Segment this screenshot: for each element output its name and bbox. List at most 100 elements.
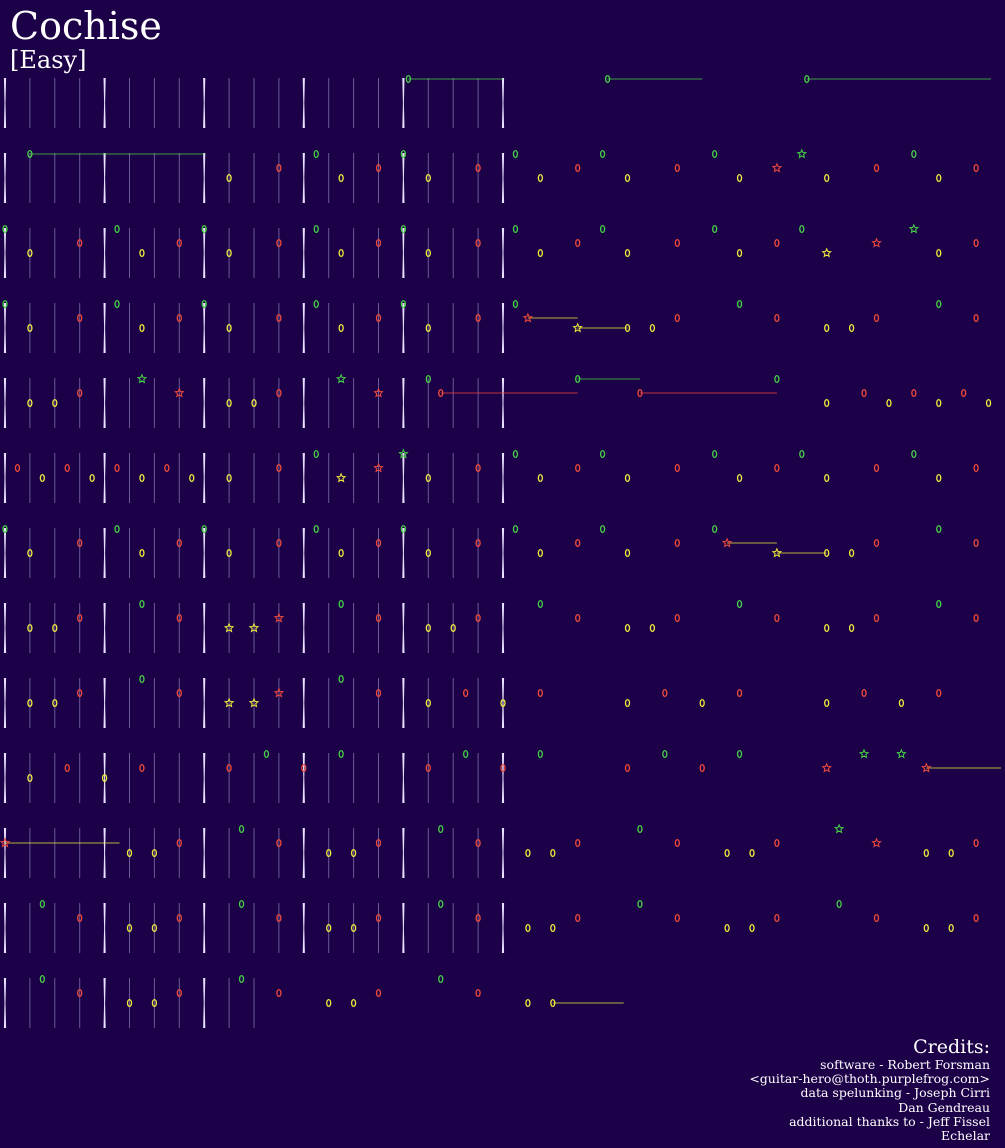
note-green [313,149,319,159]
star-note [858,748,870,759]
measure-line [302,303,305,353]
note-yellow [537,173,543,183]
note-green [405,74,412,84]
note-red [475,613,481,623]
note-red [475,838,481,848]
credit-line: <guitar-hero@thoth.purplefrog.com> [749,1071,990,1087]
measure-line [203,678,206,728]
note-yellow [985,398,992,408]
note-red [77,313,83,323]
note-green [201,524,207,534]
note-red [375,538,382,548]
note-green [313,299,319,309]
star-note [771,162,783,173]
note-green [400,149,407,159]
star-note [771,547,783,558]
measure-line [203,753,206,803]
measure-line [501,303,505,353]
star-note [896,748,907,759]
note-red [276,913,282,923]
note-green [512,299,519,309]
measure-line [3,753,7,803]
note-yellow [101,773,108,783]
note-green [537,599,543,609]
measure-line [302,78,305,128]
measure-line [501,678,505,728]
note-red [176,988,182,998]
note-yellow [525,923,531,933]
measure-line [402,678,405,728]
note-green [604,74,611,84]
note-yellow [537,548,543,558]
note-yellow [425,248,431,258]
note-red [662,688,668,698]
note-red [375,838,382,848]
note-red [462,688,469,698]
note-green [599,224,606,234]
measure-line [501,603,505,653]
note-yellow [649,323,656,333]
measure-line [203,78,206,128]
note-green [537,749,543,759]
measure-line [203,978,206,1028]
note-green [936,299,942,309]
note-green [462,749,469,759]
note-yellow [550,923,556,933]
note-red [176,913,182,923]
measure-line [302,228,305,278]
note-green [599,149,606,159]
note-red [674,163,680,173]
measure-line [402,228,405,278]
note-red [276,313,282,323]
star-note [273,687,285,698]
star-note [373,387,384,398]
note-red [375,313,382,323]
note-yellow [848,548,855,558]
note-yellow [624,248,631,258]
credit-line: software - Robert Forsman [820,1057,990,1072]
note-red [77,238,83,248]
note-yellow [27,323,33,333]
note-green [263,749,270,759]
note-red [575,238,581,248]
note-red [176,838,182,848]
measure-line [501,453,505,503]
star-note [796,148,808,159]
note-red [375,988,382,998]
note-green [114,224,120,234]
measure-line [302,903,305,953]
note-green [712,224,718,234]
note-yellow [338,323,344,333]
measure-line [402,603,405,653]
measure-line [302,603,305,653]
note-red [873,538,880,548]
note-yellow [749,923,755,933]
note-green [425,374,431,384]
note-yellow [151,998,158,1008]
note-yellow [749,848,755,858]
note-yellow [126,998,133,1008]
measure-line [501,153,505,203]
note-green [238,899,245,909]
measure-line [203,603,206,653]
note-red [575,463,581,473]
measure-line [103,378,106,428]
measure-line [501,78,505,128]
note-yellow [326,998,332,1008]
note-yellow [624,548,631,558]
note-red [64,463,70,473]
note-red [226,763,232,773]
credit-line: data spelunking - Joseph Cirri [800,1085,991,1101]
measure-line [402,153,405,203]
credit-line: additional thanks to - Jeff Fissel [789,1113,990,1129]
note-green [438,899,444,909]
note-green [936,524,942,534]
star-note [871,237,882,248]
note-green [238,974,245,984]
note-red [475,313,481,323]
note-red [176,313,182,323]
measure-line [103,978,106,1028]
note-yellow [338,248,344,258]
measure-line [3,303,7,353]
note-red [575,613,581,623]
